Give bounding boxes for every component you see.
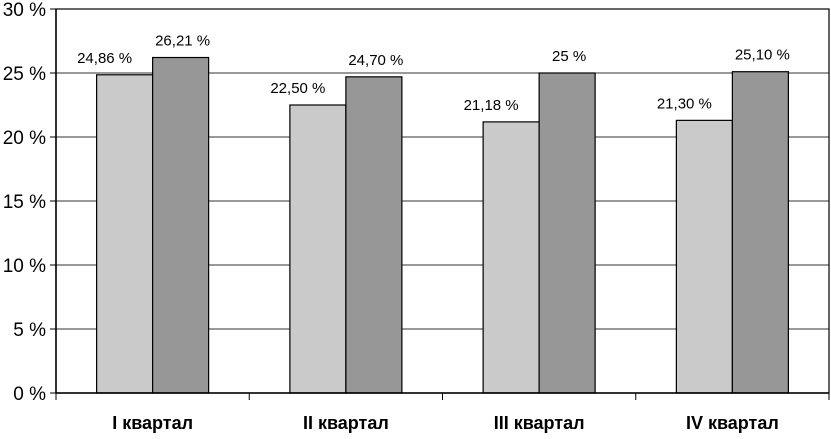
data-label: 22,50 % bbox=[270, 80, 325, 97]
bar bbox=[345, 76, 403, 394]
data-label: 21,18 % bbox=[464, 97, 519, 114]
y-tick-label: 15 % bbox=[3, 192, 46, 213]
y-tick-label: 30 % bbox=[3, 0, 46, 21]
bar bbox=[538, 72, 596, 394]
data-label: 25 % bbox=[552, 48, 586, 65]
y-tick-label: 25 % bbox=[3, 64, 46, 85]
x-tick-label: III квартал bbox=[494, 413, 585, 433]
data-label: 24,70 % bbox=[348, 52, 403, 69]
bar bbox=[289, 104, 347, 394]
data-label: 24,86 % bbox=[77, 50, 132, 67]
bar bbox=[96, 74, 154, 394]
y-tick-label: 10 % bbox=[3, 256, 46, 277]
x-tick-label: IV квартал bbox=[686, 413, 779, 433]
y-tick-label: 5 % bbox=[13, 320, 46, 341]
x-tick-label: I квартал bbox=[112, 413, 193, 433]
data-label: 25,10 % bbox=[735, 47, 790, 64]
y-tick-label: 0 % bbox=[13, 384, 46, 405]
y-tick-label: 20 % bbox=[3, 128, 46, 149]
data-label: 21,30 % bbox=[657, 95, 712, 112]
bar bbox=[675, 119, 733, 394]
bar bbox=[152, 56, 210, 394]
data-label: 26,21 % bbox=[155, 33, 210, 50]
bar bbox=[731, 71, 789, 394]
bar bbox=[482, 121, 540, 394]
x-tick-label: II квартал bbox=[303, 413, 389, 433]
